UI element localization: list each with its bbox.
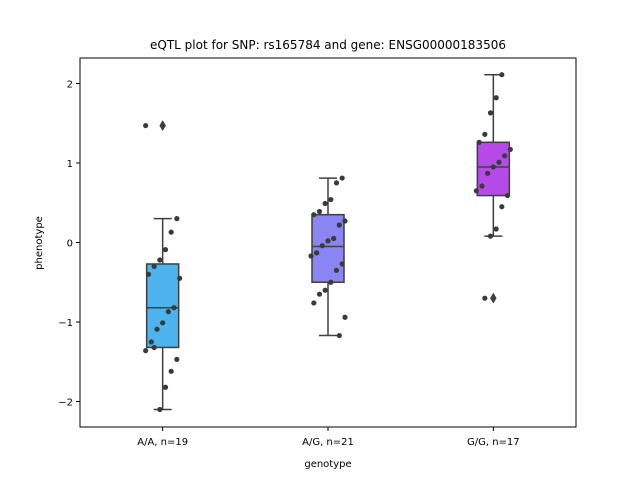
x-tick-label: G/G, n=17 bbox=[467, 437, 520, 448]
data-point bbox=[319, 243, 325, 249]
data-point bbox=[311, 300, 317, 306]
data-point bbox=[485, 170, 491, 176]
data-point bbox=[487, 233, 494, 239]
data-point bbox=[499, 72, 505, 78]
data-point bbox=[482, 295, 488, 301]
data-point bbox=[339, 175, 345, 181]
data-point bbox=[314, 250, 320, 256]
data-point bbox=[493, 95, 499, 101]
data-point bbox=[316, 208, 323, 215]
data-point bbox=[162, 247, 169, 253]
data-point bbox=[151, 263, 157, 269]
x-tick-label: A/G, n=21 bbox=[302, 437, 354, 448]
y-tick-label: −2 bbox=[58, 398, 73, 409]
data-point bbox=[157, 257, 163, 263]
data-point bbox=[507, 146, 513, 153]
data-point bbox=[165, 309, 171, 315]
data-point bbox=[473, 188, 479, 194]
data-point bbox=[322, 287, 328, 293]
data-point bbox=[336, 332, 342, 339]
data-point bbox=[342, 314, 348, 320]
data-point bbox=[154, 326, 160, 332]
data-point bbox=[322, 200, 328, 207]
data-point bbox=[496, 159, 502, 165]
data-point bbox=[148, 339, 154, 345]
data-point bbox=[157, 406, 163, 413]
data-point bbox=[145, 271, 152, 277]
data-point bbox=[143, 348, 149, 354]
data-point bbox=[493, 226, 499, 232]
data-point bbox=[490, 164, 496, 170]
data-point bbox=[328, 279, 334, 285]
data-point bbox=[328, 196, 334, 203]
outlier-marker bbox=[490, 292, 497, 304]
data-point bbox=[174, 356, 180, 363]
y-tick-label: 2 bbox=[67, 79, 73, 90]
plot-area: −2 −1 0 1 2 A/A, n=19 A/G, n=21 G/G, n=17 bbox=[58, 57, 577, 448]
data-point bbox=[177, 275, 183, 281]
y-tick-label: 1 bbox=[67, 159, 73, 170]
outlier-marker bbox=[159, 120, 166, 132]
data-point bbox=[168, 368, 174, 374]
chart-title: eQTL plot for SNP: rs165784 and gene: EN… bbox=[150, 38, 506, 52]
y-tick-label: 0 bbox=[67, 239, 73, 250]
data-point bbox=[504, 192, 511, 199]
y-tick-label: −1 bbox=[58, 318, 73, 329]
x-tick-label: A/A, n=19 bbox=[137, 437, 188, 448]
x-axis-label: genotype bbox=[304, 459, 351, 470]
data-point bbox=[308, 253, 314, 259]
data-point bbox=[171, 305, 177, 311]
data-point bbox=[311, 212, 317, 218]
data-point bbox=[174, 216, 180, 222]
data-point bbox=[143, 122, 149, 129]
data-point bbox=[342, 218, 348, 224]
y-axis-label: phenotype bbox=[34, 216, 45, 270]
data-point bbox=[502, 153, 508, 159]
data-point bbox=[336, 222, 342, 228]
data-point bbox=[168, 229, 174, 235]
data-point bbox=[479, 183, 485, 189]
data-point bbox=[325, 238, 331, 244]
data-point bbox=[151, 344, 157, 351]
data-point bbox=[162, 384, 169, 390]
data-point bbox=[316, 291, 323, 297]
data-point bbox=[487, 110, 494, 116]
data-point bbox=[476, 139, 482, 145]
data-point bbox=[160, 320, 166, 326]
data-point bbox=[333, 267, 340, 273]
data-point bbox=[331, 235, 337, 242]
data-point bbox=[339, 261, 345, 267]
data-point bbox=[499, 204, 505, 210]
data-point bbox=[333, 180, 340, 186]
data-point bbox=[482, 131, 488, 137]
